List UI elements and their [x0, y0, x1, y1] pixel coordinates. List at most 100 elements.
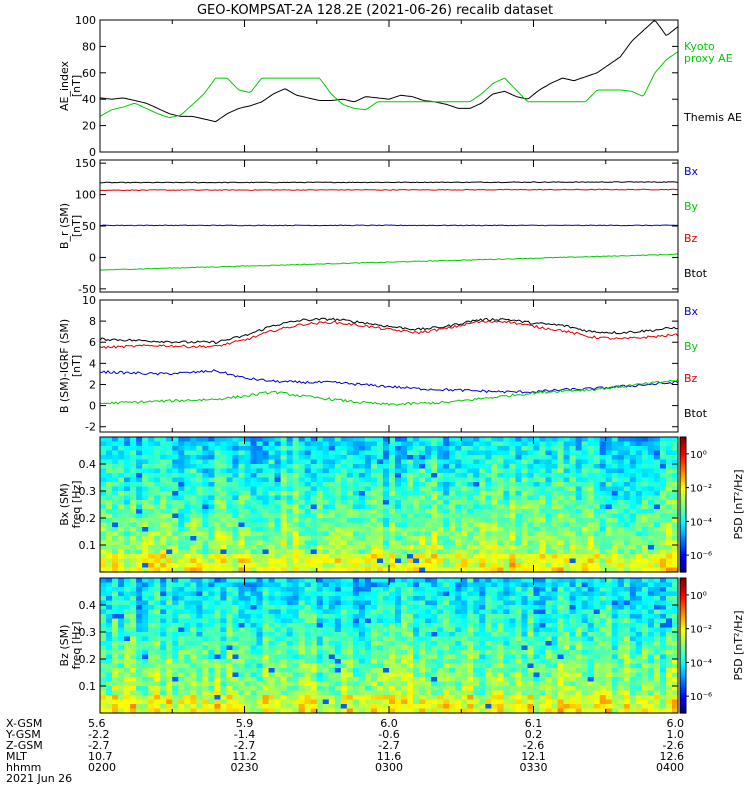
spectrogram-cell	[617, 636, 625, 642]
spectrogram-cell	[617, 591, 625, 597]
spectrogram-cell	[455, 468, 462, 474]
spectrogram-cell	[641, 441, 649, 447]
spectrogram-cell	[106, 513, 113, 519]
spectrogram-cell	[395, 518, 402, 524]
spectrogram-cell	[473, 441, 480, 447]
spectrogram-cell	[226, 495, 234, 501]
spectrogram-cell	[431, 627, 438, 633]
spectrogram-cell	[407, 491, 414, 497]
spectrogram-cell	[419, 627, 426, 633]
spectrogram-cell	[623, 618, 631, 624]
spectrogram-cell	[623, 446, 631, 452]
spectrogram-cell	[118, 500, 125, 506]
spectrogram-cell	[238, 473, 246, 479]
spectrogram-cell	[292, 600, 300, 606]
spectrogram-cell	[256, 605, 264, 611]
spectrogram-cell	[220, 663, 228, 669]
spectrogram-cell	[190, 654, 197, 660]
spectrogram-cell	[358, 464, 366, 470]
spectrogram-cell	[250, 495, 258, 501]
spectrogram-cell	[587, 623, 595, 629]
spectrogram-cell	[172, 486, 179, 492]
spectrogram-cell	[551, 623, 559, 629]
series-line-1-3	[99, 253, 678, 271]
spectrogram-cell	[202, 605, 209, 611]
spectrogram-cell	[232, 522, 240, 528]
spectrogram-cell	[503, 549, 511, 555]
spectrogram-cell	[298, 536, 306, 542]
spectrogram-cell	[467, 459, 474, 465]
spectrogram-cell	[220, 540, 228, 546]
spectrogram-cell	[395, 531, 402, 537]
spectrogram-cell	[304, 578, 312, 584]
spectrogram-cell	[605, 558, 613, 564]
spectrogram-cell	[130, 578, 137, 584]
spectrogram-cell	[611, 654, 619, 660]
spectrogram-cell	[196, 663, 203, 669]
spectrogram-cell	[545, 468, 553, 474]
spectrogram-cell	[172, 641, 179, 647]
spectrogram-cell	[364, 578, 372, 584]
spectrogram-cell	[352, 513, 360, 519]
spectrogram-cell	[226, 627, 234, 633]
spectrogram-cell	[304, 540, 312, 546]
spectrogram-cell	[671, 605, 679, 611]
spectrogram-cell	[623, 477, 631, 483]
spectrogram-cell	[443, 554, 450, 560]
spectrogram-cell	[250, 545, 258, 551]
spectrogram-cell	[581, 591, 589, 597]
spectrogram-cell	[407, 486, 414, 492]
spectrogram-cell	[389, 531, 396, 537]
spectrogram-cell	[262, 623, 270, 629]
spectrogram-cell	[274, 627, 282, 633]
spectrogram-cell	[473, 600, 480, 606]
spectrogram-cell	[521, 441, 529, 447]
spectrogram-cell	[395, 450, 402, 456]
spectrogram-cell	[274, 587, 282, 593]
spectrogram-cell	[635, 540, 643, 546]
spectrogram-cell	[533, 654, 541, 660]
spectrogram-cell	[659, 591, 667, 597]
spectrogram-cell	[220, 641, 228, 647]
spectrogram-cell	[280, 558, 288, 564]
spectrogram-cell	[491, 659, 498, 665]
spectrogram-cell	[382, 531, 390, 537]
spectrogram-cell	[605, 618, 613, 624]
spectrogram-cell	[310, 486, 318, 492]
spectrogram-cell	[112, 632, 119, 638]
spectrogram-cell	[671, 623, 679, 629]
spectrogram-cell	[515, 582, 523, 588]
spectrogram-cell	[124, 536, 131, 542]
spectrogram-cell	[521, 578, 529, 584]
spectrogram-cell	[382, 641, 390, 647]
spectrogram-cell	[250, 509, 258, 515]
spectrogram-cell	[232, 486, 240, 492]
spectrogram-cell	[569, 455, 577, 461]
spectrogram-cell	[431, 600, 438, 606]
spectrogram-cell	[431, 605, 438, 611]
spectrogram-cell	[286, 459, 294, 465]
spectrogram-cell	[190, 578, 197, 584]
spectrogram-cell	[304, 441, 312, 447]
spectrogram-cell	[431, 549, 438, 555]
spectrogram-cell	[370, 654, 378, 660]
spectrogram-cell	[172, 477, 179, 483]
spectrogram-cell	[413, 554, 420, 560]
spectrogram-cell	[292, 540, 300, 546]
spectrogram-cell	[647, 582, 655, 588]
spectrogram-cell	[124, 591, 131, 597]
spectrogram-cell	[503, 641, 511, 647]
spectrogram-cell	[304, 527, 312, 533]
spectrogram-cell	[593, 509, 601, 515]
spectrogram-cell	[563, 591, 571, 597]
spectrogram-cell	[166, 563, 173, 569]
spectrogram-cell	[467, 582, 474, 588]
spectrogram-cell	[659, 636, 667, 642]
spectrogram-cell	[274, 441, 282, 447]
spectrogram-cell	[328, 587, 336, 593]
spectrogram-cell	[629, 446, 637, 452]
spectrogram-cell	[473, 464, 480, 470]
spectrogram-cell	[364, 504, 372, 510]
spectrogram-cell	[521, 509, 529, 515]
spectrogram-cell	[358, 614, 366, 620]
